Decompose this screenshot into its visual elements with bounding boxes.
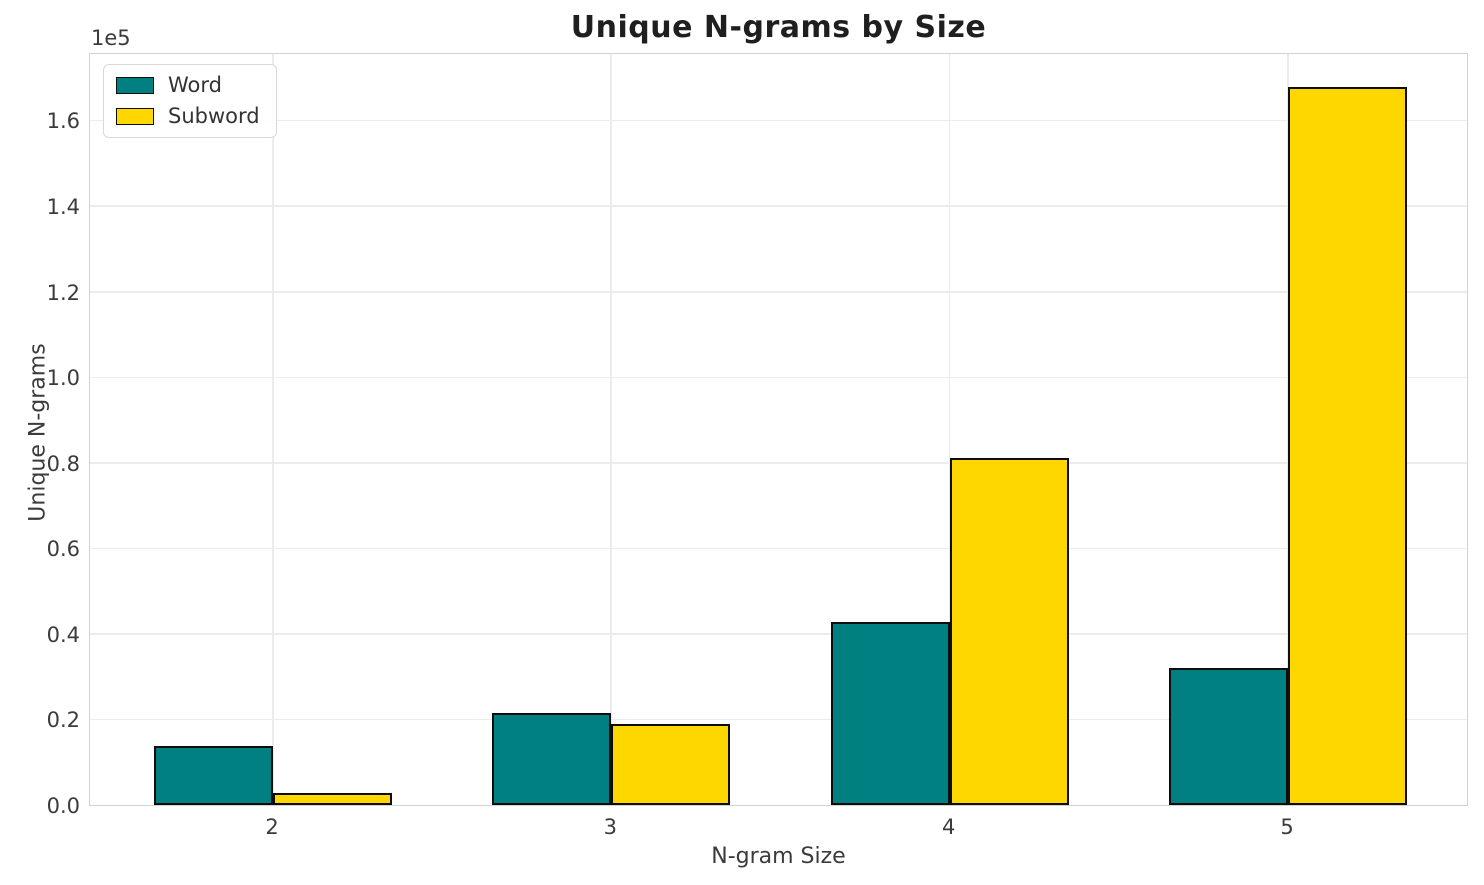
x-gridline: [948, 54, 951, 805]
x-tick-label: 3: [603, 815, 617, 839]
y-tick-label: 0.0: [46, 794, 80, 818]
y-gridline: [90, 376, 1467, 379]
y-tick-label: 1.0: [46, 366, 80, 391]
y-tick-label: 0.4: [46, 622, 80, 647]
legend-item-word: Word: [116, 75, 260, 96]
chart-title: Unique N-grams by Size: [570, 10, 987, 45]
y-tick-label: 0.6: [46, 537, 80, 562]
y-tick-label: 1.4: [46, 195, 80, 220]
word-legend-swatch: [116, 77, 154, 94]
legend-label: Subword: [168, 104, 260, 128]
y-gridline: [90, 547, 1467, 550]
x-gridline: [610, 54, 612, 805]
x-gridline: [272, 54, 274, 805]
subword-bar: [611, 724, 731, 805]
x-tick-label: 5: [1280, 815, 1294, 839]
word-bar: [492, 712, 612, 805]
plot-area: Word Subword: [89, 53, 1468, 806]
y-gridline: [90, 119, 1467, 122]
y-gridline: [90, 718, 1467, 721]
word-bar: [1169, 667, 1288, 805]
x-gridline: [1287, 54, 1289, 805]
y-gridline: [90, 462, 1467, 464]
word-bar: [830, 622, 950, 805]
y-axis-label: Unique N-grams: [25, 343, 51, 522]
y-gridline: [90, 205, 1467, 208]
y-tick-label: 1.2: [46, 280, 80, 305]
y-gridline: [90, 291, 1467, 293]
x-tick-label: 2: [265, 815, 279, 839]
y-axis-offset-label: 1e5: [91, 26, 131, 50]
subword-bar: [949, 458, 1069, 805]
subword-bar: [273, 792, 392, 805]
y-tick-label: 0.8: [46, 451, 80, 476]
word-bar: [154, 745, 273, 805]
legend-item-subword: Subword: [116, 106, 260, 127]
subword-legend-swatch: [116, 108, 154, 125]
legend: Word Subword: [103, 64, 277, 138]
y-tick-label: 1.6: [46, 109, 80, 134]
y-gridline: [90, 633, 1467, 635]
legend-label: Word: [168, 73, 222, 97]
x-axis-label: N-gram Size: [711, 844, 846, 869]
y-tick-label: 0.2: [46, 708, 80, 733]
x-tick-label: 4: [942, 815, 956, 839]
subword-bar: [1288, 86, 1407, 805]
